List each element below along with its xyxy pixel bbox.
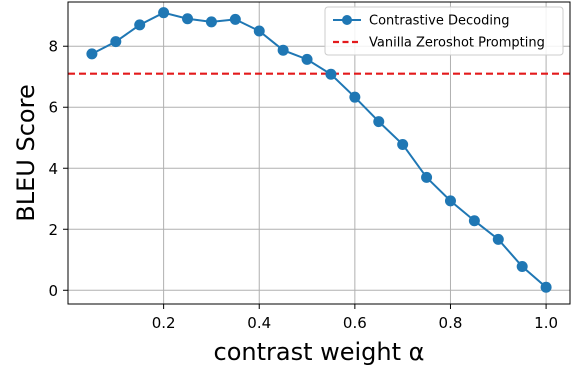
data-point [325, 68, 337, 80]
x-tick-label: 0.6 [343, 314, 367, 332]
data-point [205, 16, 217, 28]
x-tick-label: 0.8 [439, 314, 463, 332]
data-point [373, 116, 385, 128]
x-tick-label: 0.2 [152, 314, 176, 332]
y-tick-label: 6 [48, 99, 58, 117]
x-tick-label: 1.0 [534, 314, 558, 332]
y-tick-label: 0 [48, 282, 58, 300]
data-point [86, 48, 98, 60]
x-axis-ticks: 0.2 0.4 0.6 0.8 1.0 [152, 304, 558, 332]
data-point [253, 25, 265, 37]
data-point [492, 233, 504, 245]
x-tick-label: 0.4 [247, 314, 271, 332]
legend-label-contrastive: Contrastive Decoding [369, 14, 509, 29]
data-point [229, 13, 241, 25]
data-point [301, 53, 313, 65]
data-point [134, 19, 146, 31]
legend-label-vanilla: Vanilla Zeroshot Prompting [369, 36, 545, 51]
y-tick-label: 2 [48, 221, 58, 239]
data-point [349, 91, 361, 103]
y-axis-ticks: 0 2 4 6 8 [48, 38, 68, 300]
plot-frame [67, 1, 571, 305]
data-point [110, 36, 122, 48]
data-point [182, 13, 194, 25]
y-tick-label: 8 [48, 38, 58, 56]
data-point [516, 260, 528, 272]
y-tick-label: 4 [48, 160, 58, 178]
x-axis-label: contrast weight α [214, 338, 425, 366]
data-point [444, 195, 456, 207]
data-point [421, 171, 433, 183]
data-point [277, 44, 289, 56]
data-point [158, 7, 170, 19]
data-point [397, 138, 409, 150]
legend-marker-contrastive [342, 15, 352, 25]
y-axis-label: BLEU Score [12, 84, 40, 221]
legend-box [324, 6, 564, 56]
data-point [540, 281, 552, 293]
series-layer [86, 7, 552, 293]
data-point [468, 215, 480, 227]
legend: Contrastive Decoding Vanilla Zeroshot Pr… [324, 6, 564, 56]
